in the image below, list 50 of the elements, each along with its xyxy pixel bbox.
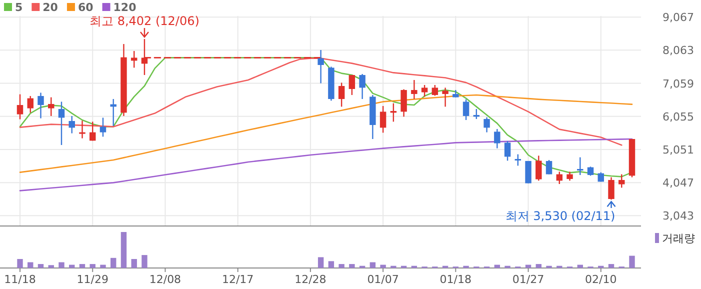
legend-label: 5	[15, 1, 23, 14]
x-tick-label: 12/08	[149, 273, 182, 286]
x-tick-label: 01/27	[512, 273, 544, 286]
bar	[120, 232, 127, 268]
x-tick-label: 11/18	[4, 273, 36, 286]
bar	[17, 259, 23, 268]
bar	[38, 264, 44, 268]
bar	[536, 264, 542, 268]
legend-item: 120	[102, 1, 136, 14]
legend-item: 5	[4, 1, 23, 14]
line-series	[19, 58, 622, 146]
bar	[110, 258, 116, 268]
bar	[90, 264, 96, 268]
bar	[318, 257, 324, 268]
x-tick-label: 01/18	[440, 273, 472, 286]
legend-item: 20	[32, 1, 58, 14]
annotation: 최고 8,402 (12/06)	[90, 14, 200, 28]
y-tick-label: 4,047	[662, 176, 694, 190]
legend-item: 거래량	[655, 232, 695, 245]
x-tick-label: 02/10	[585, 273, 617, 286]
bar	[349, 264, 355, 268]
y-tick-label: 7,059	[662, 77, 694, 90]
y-tick-label: 9,067	[662, 11, 694, 24]
bar	[370, 262, 376, 268]
y-tick-label: 5,051	[662, 143, 694, 156]
bar	[142, 255, 148, 268]
bar	[48, 265, 54, 268]
annotation: 최저 3,530 (02/11)	[505, 209, 616, 223]
y-tick-label: 6,055	[662, 110, 694, 124]
bar	[608, 264, 614, 268]
legend-label: 120	[113, 1, 137, 14]
x-tick-label: 11/29	[76, 273, 108, 286]
legend-label: 60	[78, 1, 94, 14]
x-tick-label: 12/17	[222, 273, 254, 286]
x-tick-label: 01/07	[367, 273, 399, 286]
legend-label: 거래량	[662, 232, 695, 245]
bar	[629, 256, 635, 268]
y-tick-label: 8,063	[662, 44, 694, 58]
bar	[28, 262, 34, 268]
bar	[79, 264, 86, 268]
bar	[380, 264, 386, 268]
bar	[328, 261, 334, 268]
bar	[131, 259, 137, 268]
bar	[100, 264, 106, 268]
legend-item: 60	[66, 1, 94, 14]
legend-label: 20	[42, 1, 58, 14]
y-tick-label: 3,043	[662, 210, 694, 223]
bar	[338, 264, 344, 268]
x-tick-label: 12/28	[294, 273, 326, 286]
bar	[58, 262, 64, 268]
